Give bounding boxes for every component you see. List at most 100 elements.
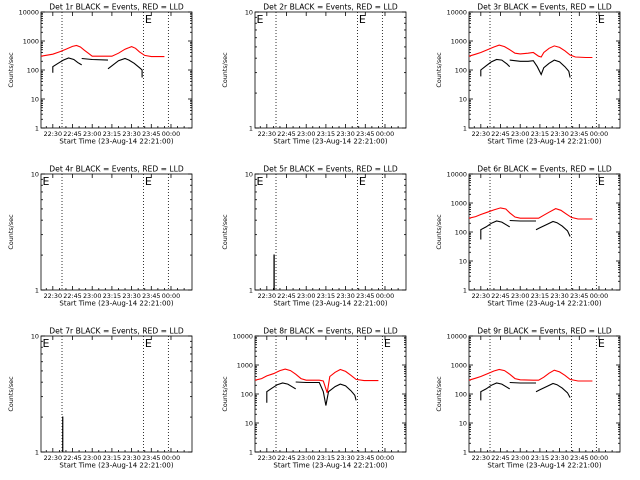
panel-det-3r: Det 3r BLACK = Events, RED = LLD 1 10 100 10…	[435, 3, 621, 146]
y-axis-label: Counts/sec	[221, 214, 229, 250]
y-tick-label: 10	[31, 95, 39, 103]
x-axis-label: Start Time (23-Aug-14 22:21:00)	[273, 138, 387, 146]
y-tick-label: 1	[249, 286, 253, 294]
series-events-black-line	[535, 382, 571, 398]
y-tick-label: 10	[245, 8, 253, 16]
y-tick-label: 100	[241, 390, 253, 398]
x-tick-label: 23:00	[83, 454, 101, 462]
x-tick-label: 23:00	[297, 130, 315, 138]
chart-title: Det 3r BLACK = Events, RED = LLD	[477, 3, 612, 12]
x-tick-label: 23:30	[550, 454, 568, 462]
event-e-marker: E	[145, 175, 152, 188]
y-tick-label: 10	[459, 95, 467, 103]
x-tick-label: 22:30	[258, 292, 276, 300]
x-axis-label: Start Time (23-Aug-14 22:21:00)	[59, 300, 173, 308]
x-tick-label: 23:45	[570, 454, 588, 462]
y-tick-label: 1	[249, 448, 253, 456]
x-tick-label: 23:45	[570, 292, 588, 300]
y-tick-label: 1	[463, 124, 467, 132]
x-tick-label: 22:45	[63, 454, 81, 462]
x-tick-label: 23:00	[511, 130, 529, 138]
series-events-black-line	[509, 59, 571, 78]
y-tick-label: 10000	[19, 8, 39, 16]
x-tick-label: 23:00	[297, 454, 315, 462]
x-tick-label: 23:00	[511, 454, 529, 462]
y-tick-label: 10	[31, 332, 39, 340]
panel-det-9r: Det 9r BLACK = Events, RED = LLD 1 10 100 10…	[435, 327, 621, 470]
y-tick-label: 10	[31, 170, 39, 178]
chart-title: Det 4r BLACK = Events, RED = LLD	[49, 165, 184, 174]
x-tick-label: 23:15	[103, 292, 121, 300]
series-events-black-line	[509, 219, 536, 222]
x-tick-label: 22:30	[44, 292, 62, 300]
x-tick-label: 00:00	[590, 292, 608, 300]
plot-frame	[254, 335, 407, 453]
x-tick-label: 00:00	[162, 130, 180, 138]
series-lld-red-line	[468, 44, 593, 59]
x-tick-label: 22:45	[63, 130, 81, 138]
y-tick-label: 10000	[447, 170, 467, 178]
chart-title: Det 8r BLACK = Events, RED = LLD	[263, 327, 398, 336]
x-axis-label: Start Time (23-Aug-14 22:21:00)	[487, 462, 601, 470]
y-axis-label: Counts/sec	[435, 376, 443, 412]
x-tick-label: 00:00	[376, 454, 394, 462]
y-tick-label: 10	[245, 419, 253, 427]
x-tick-label: 23:15	[103, 130, 121, 138]
plot-frame	[254, 11, 407, 129]
y-axis-label: Counts/sec	[221, 52, 229, 88]
series-events-black-line	[535, 220, 571, 237]
event-e-marker: E	[598, 13, 605, 26]
x-tick-label: 22:45	[63, 292, 81, 300]
y-tick-label: 100	[455, 390, 467, 398]
x-tick-label: 00:00	[162, 292, 180, 300]
event-e-marker: E	[145, 13, 152, 26]
series-events-black-line	[480, 220, 510, 240]
x-tick-label: 22:30	[472, 130, 490, 138]
x-tick-label: 22:45	[491, 454, 509, 462]
series-events-black-line	[509, 381, 536, 384]
x-tick-label: 00:00	[376, 130, 394, 138]
chart-title: Det 2r BLACK = Events, RED = LLD	[263, 3, 398, 12]
x-tick-label: 22:30	[44, 130, 62, 138]
panel-det-8r: Det 8r BLACK = Events, RED = LLD 1 10 100 10…	[221, 327, 407, 470]
x-tick-label: 22:30	[258, 130, 276, 138]
series-events-black-line	[480, 382, 510, 401]
chart-title: Det 9r BLACK = Events, RED = LLD	[477, 327, 612, 336]
y-tick-label: 1000	[451, 361, 467, 369]
series-events-black-line	[295, 381, 357, 406]
event-e-marker: E	[257, 175, 264, 188]
x-tick-label: 00:00	[590, 454, 608, 462]
x-tick-label: 23:45	[356, 454, 374, 462]
y-tick-label: 10000	[233, 332, 253, 340]
x-tick-label: 00:00	[376, 292, 394, 300]
series-lld-red-line	[254, 368, 379, 393]
series-events-black-line	[107, 57, 143, 78]
chart-title: Det 1r BLACK = Events, RED = LLD	[49, 3, 184, 12]
x-tick-label: 23:30	[550, 292, 568, 300]
x-tick-label: 23:15	[317, 454, 335, 462]
plot-frame	[40, 11, 193, 129]
x-tick-label: 23:30	[122, 130, 140, 138]
event-e-marker: E	[257, 13, 264, 26]
y-tick-label: 1000	[23, 37, 39, 45]
event-e-marker: E	[43, 175, 50, 188]
plot-frame	[468, 11, 621, 129]
event-e-marker: E	[598, 337, 605, 350]
x-tick-label: 22:30	[258, 454, 276, 462]
event-e-marker: E	[598, 175, 605, 188]
y-tick-label: 100	[27, 66, 39, 74]
x-tick-label: 23:45	[570, 130, 588, 138]
y-tick-label: 10	[245, 170, 253, 178]
series-events-black-line	[480, 58, 511, 77]
y-tick-label: 1	[463, 448, 467, 456]
event-e-marker: E	[384, 337, 391, 350]
y-tick-label: 1	[35, 286, 39, 294]
y-tick-label: 1	[249, 124, 253, 132]
x-tick-label: 23:15	[531, 130, 549, 138]
x-tick-label: 23:15	[317, 292, 335, 300]
x-tick-label: 00:00	[590, 130, 608, 138]
panel-det-2r: Det 2r BLACK = Events, RED = LLD 1 10 Count…	[221, 3, 407, 146]
x-tick-label: 23:15	[317, 130, 335, 138]
x-tick-label: 22:45	[277, 130, 295, 138]
